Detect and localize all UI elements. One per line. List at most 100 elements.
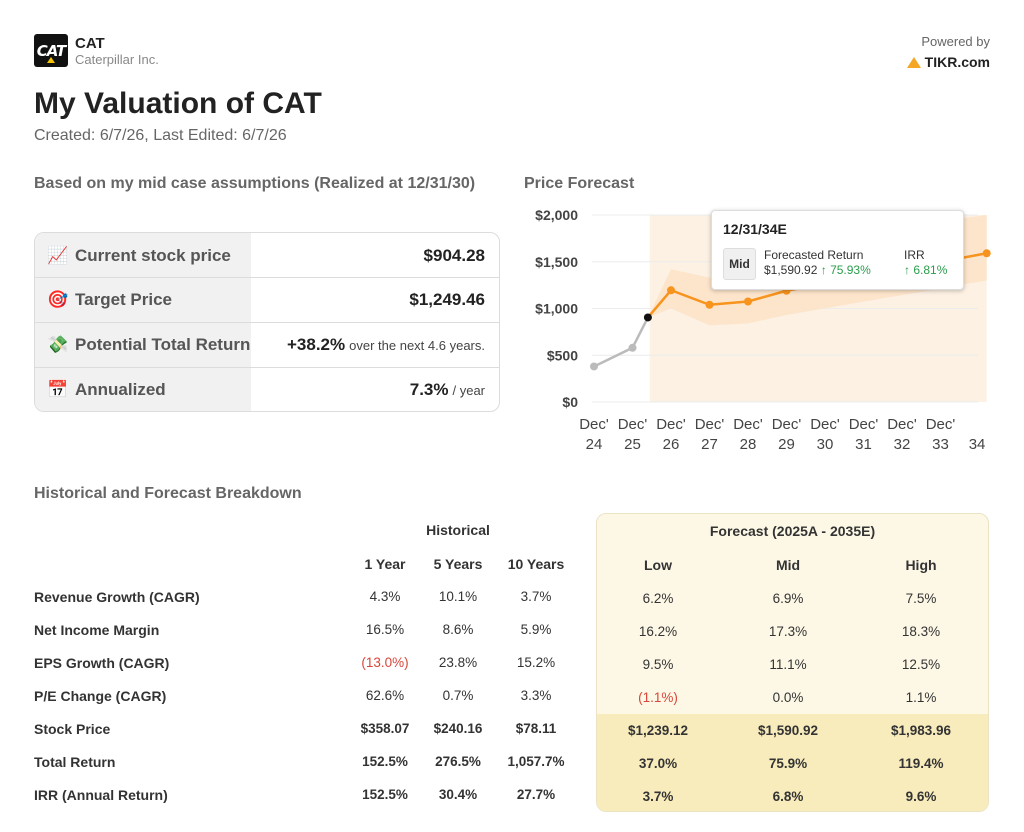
summary-suffix: / year bbox=[452, 382, 485, 398]
forecast-header: Forecast (2025A - 2035E) bbox=[709, 523, 876, 539]
tooltip-date: 12/31/34E bbox=[723, 221, 787, 237]
historical-cell: 0.7% bbox=[442, 688, 474, 703]
x-tick-label: 30 bbox=[817, 436, 834, 453]
x-tick-label: Dec' bbox=[656, 416, 686, 433]
x-tick-label: Dec' bbox=[579, 416, 609, 433]
breakdown-heading: Historical and Forecast Breakdown bbox=[34, 485, 302, 502]
x-tick-label: Dec' bbox=[772, 416, 802, 433]
historical-point bbox=[628, 343, 637, 352]
historical-cell: 1,057.7% bbox=[507, 754, 565, 769]
historical-cell: 152.5% bbox=[362, 787, 408, 802]
x-tick-label: Dec' bbox=[887, 416, 917, 433]
historical-cell: 15.2% bbox=[516, 655, 556, 670]
forecast-point bbox=[744, 297, 752, 306]
summary-label: Annualized bbox=[75, 380, 166, 399]
historical-cell: 10.1% bbox=[438, 589, 478, 604]
breakdown-row-label: Net Income Margin bbox=[34, 622, 160, 638]
x-tick-label: Dec' bbox=[695, 416, 725, 433]
forecast-cell: 6.8% bbox=[772, 789, 804, 804]
x-tick-label: 33 bbox=[932, 436, 949, 453]
y-tick-label: $2,000 bbox=[535, 207, 578, 223]
forecast-point bbox=[705, 300, 714, 309]
historical-price-line bbox=[593, 316, 650, 368]
historical-cell: 276.5% bbox=[435, 754, 481, 769]
historical-cell: 23.8% bbox=[438, 655, 478, 670]
y-tick-label: $1,500 bbox=[535, 254, 578, 270]
summary-value: +38.2% bbox=[287, 335, 346, 354]
forecast-panel bbox=[596, 513, 989, 812]
summary-suffix: over the next 4.6 years. bbox=[349, 337, 485, 353]
forecast-cell: 9.5% bbox=[642, 657, 674, 672]
forecast-cell: (1.1%) bbox=[638, 690, 678, 705]
chart-heading: Price Forecast bbox=[524, 175, 635, 192]
historical-cell: 3.7% bbox=[520, 589, 552, 604]
historical-cell: 152.5% bbox=[362, 754, 408, 769]
forecast-cell: 37.0% bbox=[638, 756, 678, 771]
forecast-point bbox=[982, 249, 991, 258]
forecast-col-header: Mid bbox=[775, 557, 801, 573]
tikr-brand-text: TIKR.com bbox=[924, 54, 990, 70]
tooltip-return-label: Forecasted Return bbox=[764, 248, 864, 262]
page-subtitle: Created: 6/7/26, Last Edited: 6/7/26 bbox=[34, 127, 287, 144]
historical-cell: 62.6% bbox=[365, 688, 405, 703]
forecast-cell: 75.9% bbox=[768, 756, 808, 771]
historical-point bbox=[590, 362, 598, 371]
chart-tooltip: 12/31/34E Mid Forecasted Return $1,590.9… bbox=[711, 210, 964, 290]
forecast-cell: 6.9% bbox=[772, 591, 804, 606]
forecast-cell: 7.5% bbox=[905, 591, 937, 606]
powered-by-label: Powered by bbox=[921, 34, 990, 49]
forecast-cell: 9.6% bbox=[905, 789, 937, 804]
breakdown-row-label: Total Return bbox=[34, 754, 116, 770]
historical-cell: $78.11 bbox=[515, 721, 557, 736]
x-tick-label: Dec' bbox=[849, 416, 879, 433]
summary-value: $904.28 bbox=[423, 245, 485, 265]
summary-value: 7.3% bbox=[409, 380, 449, 399]
forecast-cell: 18.3% bbox=[901, 624, 941, 639]
x-tick-label: 26 bbox=[663, 436, 680, 453]
historical-header: Historical bbox=[426, 522, 490, 538]
caterpillar-logo: CAT bbox=[34, 34, 68, 67]
x-tick-label: Dec' bbox=[618, 416, 648, 433]
tooltip-return-price: $1,590.92 bbox=[764, 263, 818, 277]
x-tick-label: 29 bbox=[778, 436, 795, 453]
historical-cell: (13.0%) bbox=[361, 655, 409, 670]
forecast-cell: 3.7% bbox=[642, 789, 674, 804]
forecast-cell: 16.2% bbox=[638, 624, 678, 639]
forecast-cell: 11.1% bbox=[769, 657, 807, 672]
breakdown-row-label: Stock Price bbox=[34, 721, 111, 737]
forecast-cell: $1,983.96 bbox=[890, 723, 952, 738]
x-tick-label: Dec' bbox=[810, 416, 840, 433]
brand: CAT CAT Caterpillar Inc. bbox=[34, 34, 159, 67]
forecast-cell: 119.4% bbox=[898, 756, 944, 771]
historical-cell: 4.3% bbox=[369, 589, 401, 604]
forecast-cell: 6.2% bbox=[642, 591, 674, 606]
x-tick-label: 24 bbox=[586, 436, 603, 453]
page-title: My Valuation of CAT bbox=[34, 87, 322, 120]
historical-cell: 30.4% bbox=[438, 787, 478, 802]
tikr-link[interactable]: TIKR.com bbox=[906, 54, 990, 70]
y-tick-label: $0 bbox=[562, 394, 578, 410]
historical-cell: 16.5% bbox=[365, 622, 405, 637]
x-tick-label: Dec' bbox=[926, 416, 956, 433]
breakdown-row-label: Revenue Growth (CAGR) bbox=[34, 589, 200, 605]
x-tick-label: Dec' bbox=[733, 416, 763, 433]
historical-cell: 5.9% bbox=[520, 622, 552, 637]
x-tick-label: 27 bbox=[701, 436, 718, 453]
summary-label: Current stock price bbox=[75, 245, 231, 265]
breakdown-row-label: P/E Change (CAGR) bbox=[34, 688, 167, 704]
historical-cell: 8.6% bbox=[442, 622, 474, 637]
historical-cell: 27.7% bbox=[516, 787, 556, 802]
forecast-cell: $1,239.12 bbox=[627, 723, 689, 738]
company-name: Caterpillar Inc. bbox=[75, 51, 159, 67]
historical-col-header: 1 Year bbox=[364, 556, 406, 572]
historical-cell: $240.16 bbox=[433, 721, 483, 736]
historical-cell: 3.3% bbox=[520, 688, 552, 703]
forecast-point bbox=[667, 286, 675, 295]
x-tick-label: 28 bbox=[740, 436, 757, 453]
tooltip-case-badge: Mid bbox=[723, 248, 756, 280]
y-tick-label: $1,000 bbox=[535, 301, 578, 317]
historical-cell: $358.07 bbox=[360, 721, 410, 736]
forecast-highlight-band bbox=[597, 714, 988, 811]
forecast-cell: 1.1% bbox=[905, 690, 937, 705]
summary-row-target-price: 🎯 Target Price $1,249.46 bbox=[35, 277, 499, 322]
